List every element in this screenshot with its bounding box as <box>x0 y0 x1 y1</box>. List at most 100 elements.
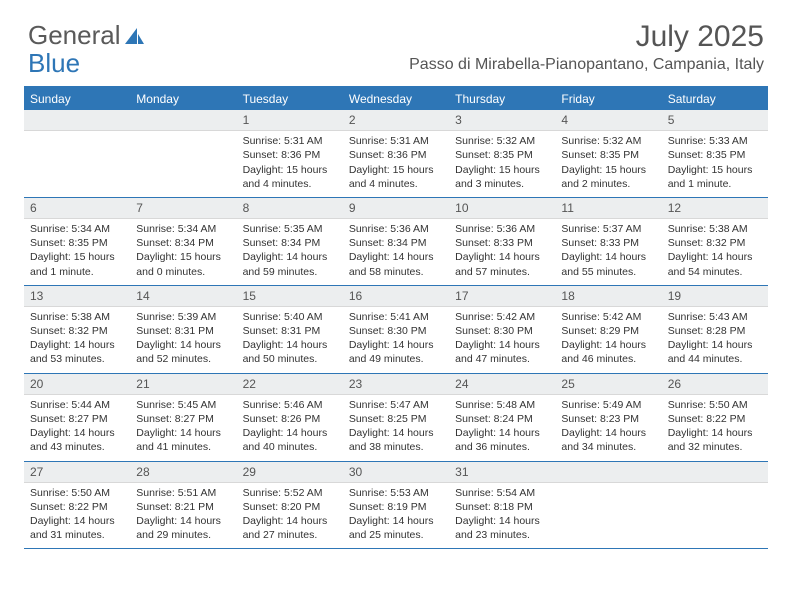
day-body: Sunrise: 5:49 AMSunset: 8:23 PMDaylight:… <box>555 395 661 461</box>
daylight-text: Daylight: 14 hours and 46 minutes. <box>561 338 655 366</box>
day-body <box>555 483 661 543</box>
day-cell: 12Sunrise: 5:38 AMSunset: 8:32 PMDayligh… <box>662 198 768 285</box>
daylight-text: Daylight: 14 hours and 58 minutes. <box>349 250 443 278</box>
sunrise-text: Sunrise: 5:31 AM <box>243 134 337 148</box>
day-number: 1 <box>237 110 343 131</box>
daylight-text: Daylight: 14 hours and 27 minutes. <box>243 514 337 542</box>
sunrise-text: Sunrise: 5:51 AM <box>136 486 230 500</box>
day-body: Sunrise: 5:42 AMSunset: 8:29 PMDaylight:… <box>555 307 661 373</box>
sunrise-text: Sunrise: 5:45 AM <box>136 398 230 412</box>
day-body: Sunrise: 5:38 AMSunset: 8:32 PMDaylight:… <box>662 219 768 285</box>
daylight-text: Daylight: 14 hours and 38 minutes. <box>349 426 443 454</box>
daylight-text: Daylight: 14 hours and 57 minutes. <box>455 250 549 278</box>
sunrise-text: Sunrise: 5:50 AM <box>30 486 124 500</box>
daylight-text: Daylight: 14 hours and 23 minutes. <box>455 514 549 542</box>
day-number: 27 <box>24 462 130 483</box>
week-row: 1Sunrise: 5:31 AMSunset: 8:36 PMDaylight… <box>24 110 768 198</box>
daylight-text: Daylight: 14 hours and 34 minutes. <box>561 426 655 454</box>
sunrise-text: Sunrise: 5:35 AM <box>243 222 337 236</box>
sunrise-text: Sunrise: 5:50 AM <box>668 398 762 412</box>
daylight-text: Daylight: 15 hours and 3 minutes. <box>455 163 549 191</box>
day-cell: 4Sunrise: 5:32 AMSunset: 8:35 PMDaylight… <box>555 110 661 197</box>
day-cell: 20Sunrise: 5:44 AMSunset: 8:27 PMDayligh… <box>24 374 130 461</box>
sunset-text: Sunset: 8:31 PM <box>243 324 337 338</box>
day-cell: 16Sunrise: 5:41 AMSunset: 8:30 PMDayligh… <box>343 286 449 373</box>
sunrise-text: Sunrise: 5:43 AM <box>668 310 762 324</box>
day-number: 28 <box>130 462 236 483</box>
day-cell: 24Sunrise: 5:48 AMSunset: 8:24 PMDayligh… <box>449 374 555 461</box>
sunrise-text: Sunrise: 5:54 AM <box>455 486 549 500</box>
day-body: Sunrise: 5:37 AMSunset: 8:33 PMDaylight:… <box>555 219 661 285</box>
day-number: 12 <box>662 198 768 219</box>
day-cell: 3Sunrise: 5:32 AMSunset: 8:35 PMDaylight… <box>449 110 555 197</box>
day-body: Sunrise: 5:31 AMSunset: 8:36 PMDaylight:… <box>343 131 449 197</box>
sunset-text: Sunset: 8:32 PM <box>668 236 762 250</box>
daylight-text: Daylight: 14 hours and 47 minutes. <box>455 338 549 366</box>
sunset-text: Sunset: 8:31 PM <box>136 324 230 338</box>
day-cell: 29Sunrise: 5:52 AMSunset: 8:20 PMDayligh… <box>237 462 343 549</box>
sunset-text: Sunset: 8:32 PM <box>30 324 124 338</box>
title-block: July 2025 Passo di Mirabella-Pianopantan… <box>409 20 764 74</box>
day-body: Sunrise: 5:52 AMSunset: 8:20 PMDaylight:… <box>237 483 343 549</box>
dow-cell: Sunday <box>24 88 130 110</box>
daylight-text: Daylight: 14 hours and 32 minutes. <box>668 426 762 454</box>
daylight-text: Daylight: 15 hours and 4 minutes. <box>349 163 443 191</box>
day-body: Sunrise: 5:43 AMSunset: 8:28 PMDaylight:… <box>662 307 768 373</box>
dow-cell: Wednesday <box>343 88 449 110</box>
day-body: Sunrise: 5:45 AMSunset: 8:27 PMDaylight:… <box>130 395 236 461</box>
daylight-text: Daylight: 14 hours and 31 minutes. <box>30 514 124 542</box>
day-body: Sunrise: 5:36 AMSunset: 8:33 PMDaylight:… <box>449 219 555 285</box>
day-number: 17 <box>449 286 555 307</box>
day-body: Sunrise: 5:33 AMSunset: 8:35 PMDaylight:… <box>662 131 768 197</box>
sunrise-text: Sunrise: 5:41 AM <box>349 310 443 324</box>
day-body: Sunrise: 5:34 AMSunset: 8:34 PMDaylight:… <box>130 219 236 285</box>
sunset-text: Sunset: 8:34 PM <box>349 236 443 250</box>
day-body <box>662 483 768 543</box>
sunset-text: Sunset: 8:34 PM <box>136 236 230 250</box>
day-number: 26 <box>662 374 768 395</box>
dow-cell: Monday <box>130 88 236 110</box>
day-number: 9 <box>343 198 449 219</box>
daylight-text: Daylight: 14 hours and 59 minutes. <box>243 250 337 278</box>
day-body: Sunrise: 5:50 AMSunset: 8:22 PMDaylight:… <box>24 483 130 549</box>
sunrise-text: Sunrise: 5:36 AM <box>455 222 549 236</box>
day-body: Sunrise: 5:31 AMSunset: 8:36 PMDaylight:… <box>237 131 343 197</box>
sunrise-text: Sunrise: 5:34 AM <box>30 222 124 236</box>
sunrise-text: Sunrise: 5:44 AM <box>30 398 124 412</box>
logo-text-2: Blue <box>28 48 80 79</box>
day-number <box>130 110 236 131</box>
day-cell: 31Sunrise: 5:54 AMSunset: 8:18 PMDayligh… <box>449 462 555 549</box>
sunrise-text: Sunrise: 5:42 AM <box>455 310 549 324</box>
day-body: Sunrise: 5:50 AMSunset: 8:22 PMDaylight:… <box>662 395 768 461</box>
day-body <box>130 131 236 191</box>
day-cell: 28Sunrise: 5:51 AMSunset: 8:21 PMDayligh… <box>130 462 236 549</box>
day-cell: 18Sunrise: 5:42 AMSunset: 8:29 PMDayligh… <box>555 286 661 373</box>
sunrise-text: Sunrise: 5:38 AM <box>668 222 762 236</box>
day-number: 22 <box>237 374 343 395</box>
day-body: Sunrise: 5:41 AMSunset: 8:30 PMDaylight:… <box>343 307 449 373</box>
day-number: 23 <box>343 374 449 395</box>
sunset-text: Sunset: 8:26 PM <box>243 412 337 426</box>
sunset-text: Sunset: 8:25 PM <box>349 412 443 426</box>
sunrise-text: Sunrise: 5:37 AM <box>561 222 655 236</box>
day-cell: 13Sunrise: 5:38 AMSunset: 8:32 PMDayligh… <box>24 286 130 373</box>
header: General July 2025 Passo di Mirabella-Pia… <box>0 0 792 78</box>
week-row: 20Sunrise: 5:44 AMSunset: 8:27 PMDayligh… <box>24 374 768 462</box>
sunset-text: Sunset: 8:33 PM <box>455 236 549 250</box>
day-body: Sunrise: 5:34 AMSunset: 8:35 PMDaylight:… <box>24 219 130 285</box>
sunset-text: Sunset: 8:35 PM <box>455 148 549 162</box>
day-cell: 27Sunrise: 5:50 AMSunset: 8:22 PMDayligh… <box>24 462 130 549</box>
day-cell <box>662 462 768 549</box>
sunrise-text: Sunrise: 5:33 AM <box>668 134 762 148</box>
sunset-text: Sunset: 8:35 PM <box>561 148 655 162</box>
day-body: Sunrise: 5:36 AMSunset: 8:34 PMDaylight:… <box>343 219 449 285</box>
day-number: 4 <box>555 110 661 131</box>
daylight-text: Daylight: 14 hours and 50 minutes. <box>243 338 337 366</box>
sunset-text: Sunset: 8:29 PM <box>561 324 655 338</box>
sunset-text: Sunset: 8:36 PM <box>243 148 337 162</box>
day-cell: 11Sunrise: 5:37 AMSunset: 8:33 PMDayligh… <box>555 198 661 285</box>
logo-sail-icon <box>123 26 145 46</box>
day-number: 13 <box>24 286 130 307</box>
sunset-text: Sunset: 8:21 PM <box>136 500 230 514</box>
sunset-text: Sunset: 8:22 PM <box>668 412 762 426</box>
